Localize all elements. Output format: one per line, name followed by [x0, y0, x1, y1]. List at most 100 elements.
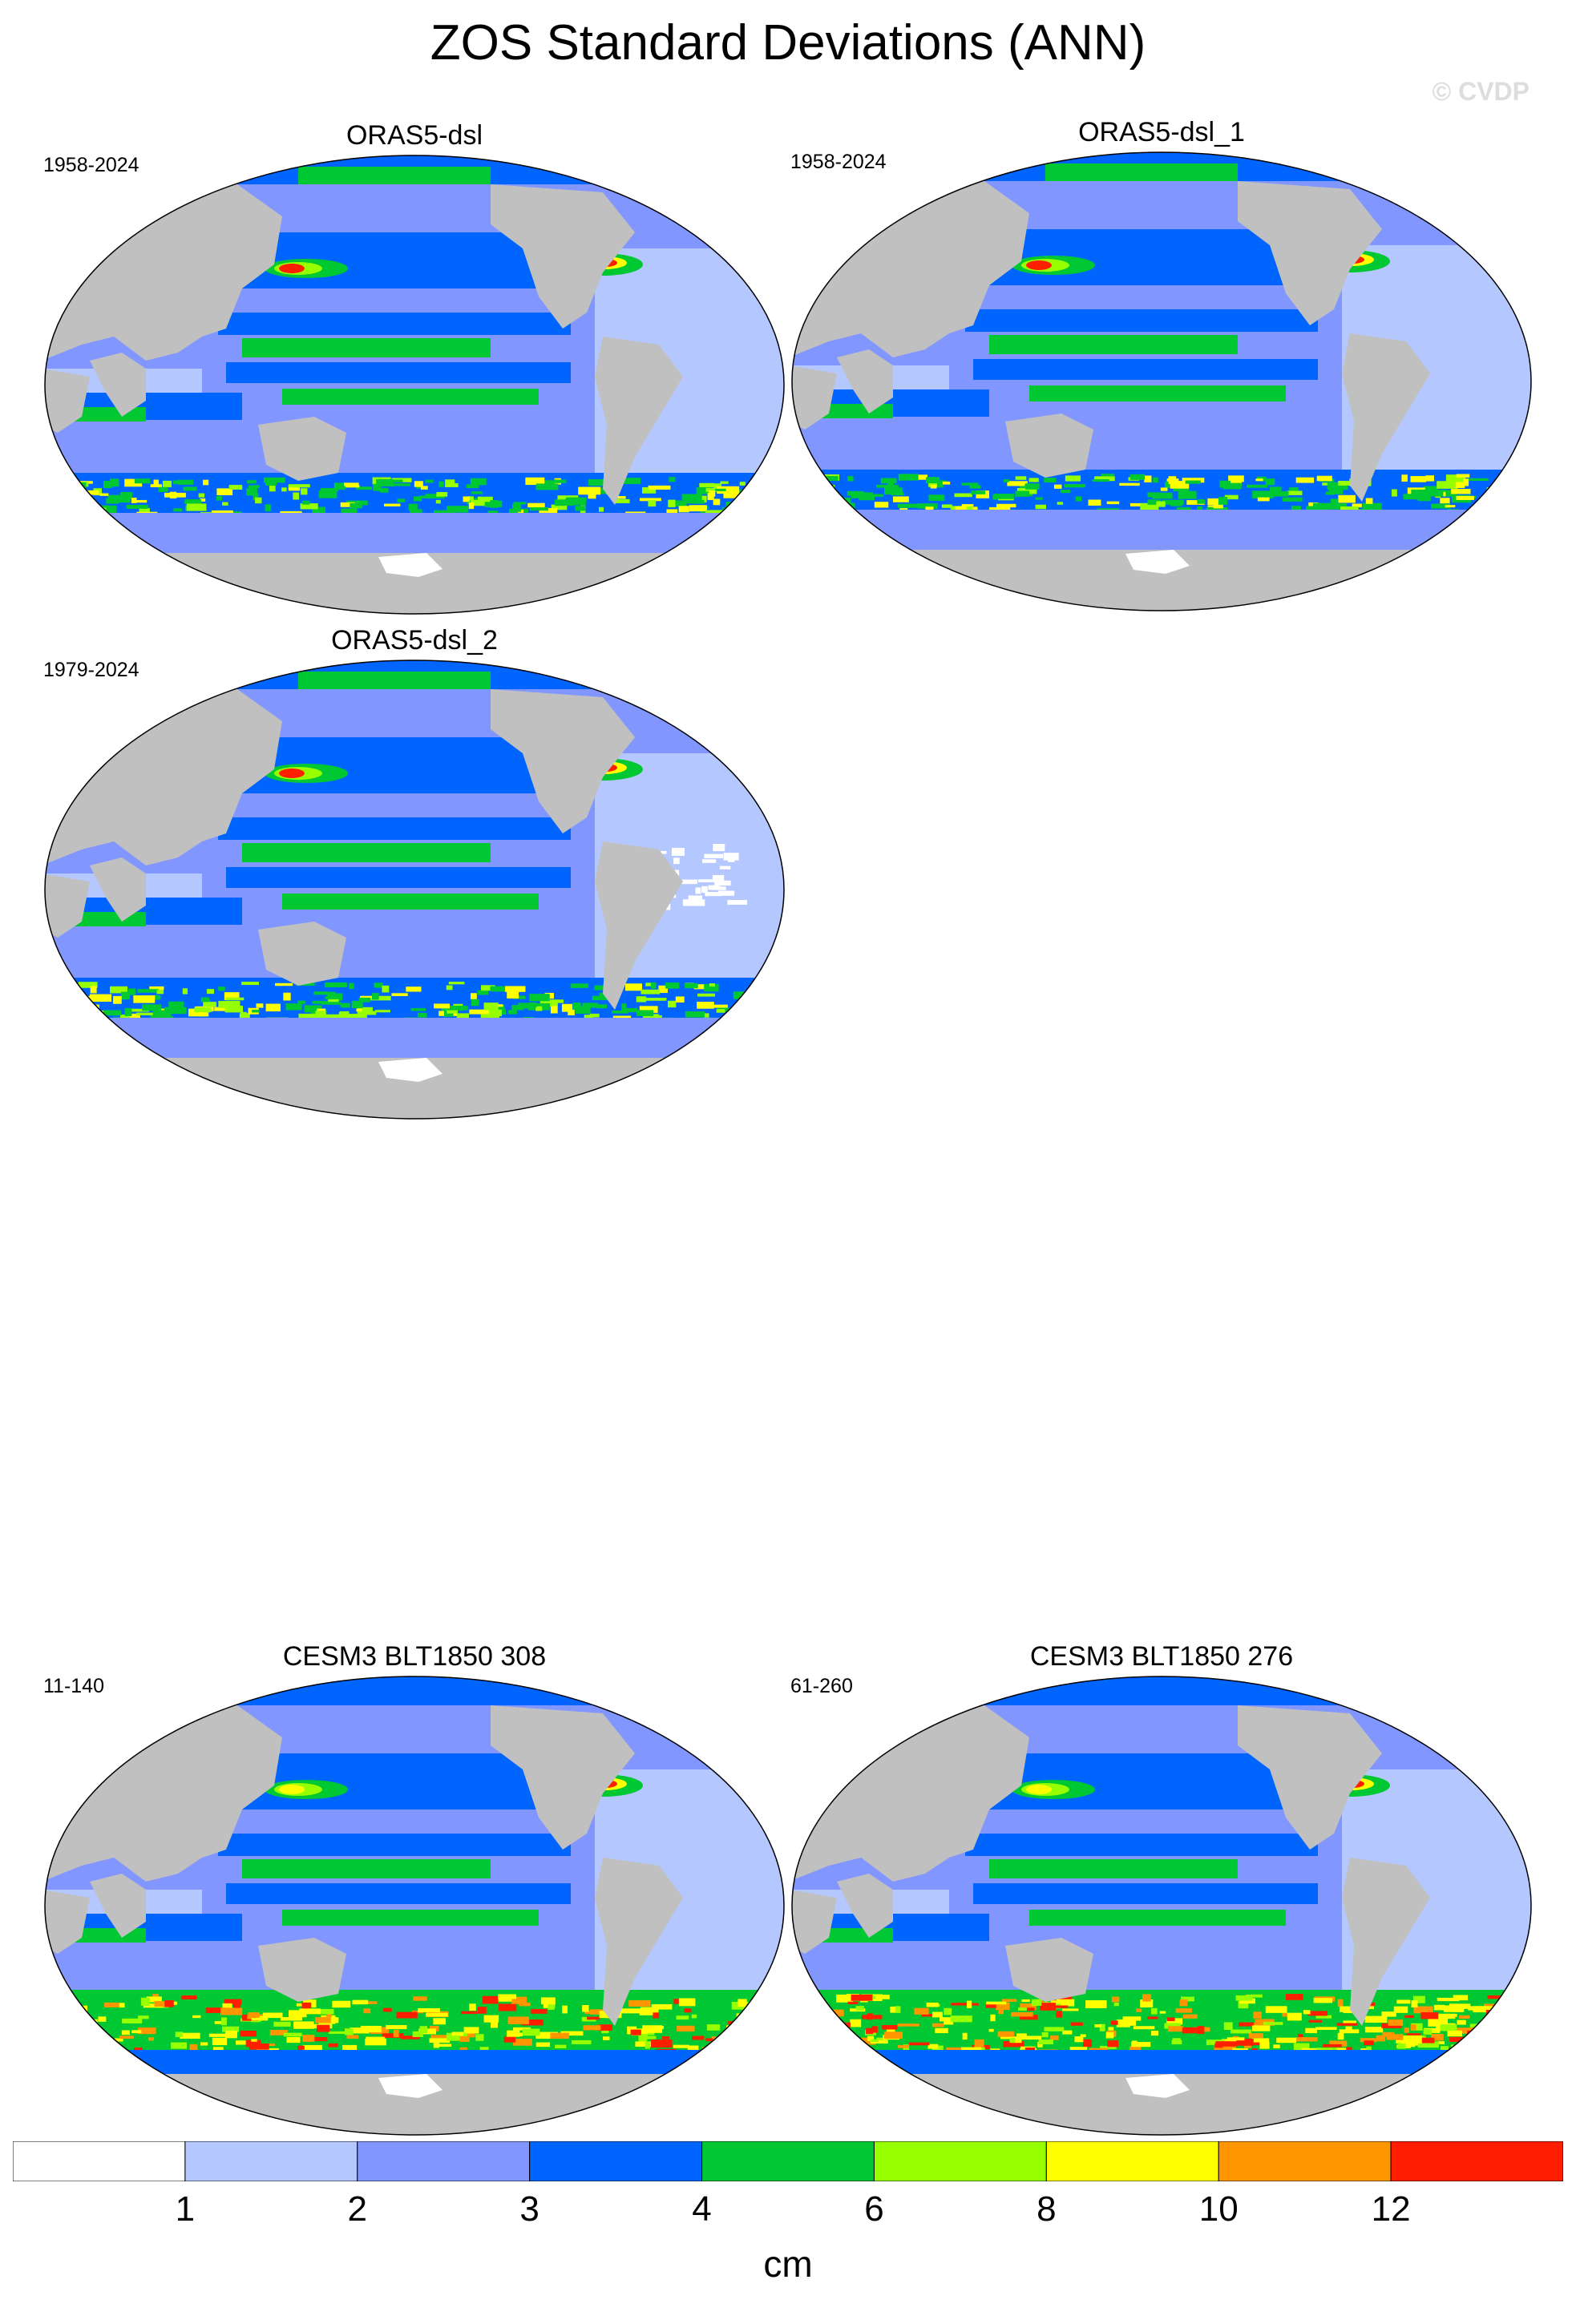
sd-cell — [1110, 2020, 1118, 2025]
map-outline — [44, 155, 785, 615]
sd-cell — [180, 2032, 200, 2039]
africa-land — [45, 874, 90, 938]
sd-cell — [263, 477, 285, 483]
sd-cell — [1431, 503, 1451, 509]
sd-cell — [746, 993, 758, 998]
sd-cell — [650, 2040, 673, 2048]
southern-edge — [45, 1018, 784, 1050]
sd-cell — [414, 481, 423, 487]
sd-cell — [1513, 2016, 1520, 2019]
sd-cell — [168, 1001, 184, 1009]
sd-cell — [62, 1997, 74, 2005]
sd-cell — [1106, 501, 1120, 505]
sd-cell — [386, 2025, 407, 2030]
sd-cell — [645, 2041, 650, 2049]
sd-cell — [1509, 496, 1525, 504]
sd-cell — [587, 2016, 600, 2020]
sd-cell — [805, 2019, 826, 2027]
sd-cell — [1449, 2036, 1466, 2043]
sd-cell — [218, 1001, 240, 1008]
sd-cell — [1519, 504, 1529, 511]
sd-cell — [921, 2013, 933, 2017]
sd-cell — [890, 2006, 899, 2013]
sd-cell — [713, 498, 721, 506]
map-panel-cesm3-blt1850-276: CESM3 BLT1850 276 61-260 — [789, 1641, 1534, 2146]
sd-cell — [721, 2035, 733, 2041]
sd-cell — [45, 480, 59, 485]
sd-cell — [1182, 478, 1205, 483]
equatorial-green — [242, 843, 491, 862]
sd-cell — [826, 507, 841, 516]
sd-cell — [63, 1011, 82, 1019]
sd-cell — [119, 1014, 131, 1019]
sd-cell — [212, 2047, 224, 2051]
sd-cell — [469, 2003, 476, 2011]
sd-cell — [265, 1003, 281, 1012]
sd-cell — [801, 1995, 813, 2000]
sd-cell — [1346, 2047, 1352, 2051]
sd-cell — [224, 2031, 237, 2039]
map-outline — [44, 1676, 785, 2136]
sd-cell — [951, 2003, 974, 2006]
sd-cell — [490, 500, 499, 508]
sd-cell — [1136, 2008, 1142, 2012]
colorbar-tick-label: 1 — [175, 2189, 196, 2229]
sd-cell — [511, 503, 522, 512]
sd-cell — [575, 1006, 591, 1014]
sd-cell — [733, 991, 747, 999]
sd-cell — [1092, 478, 1109, 482]
sd-cell — [715, 488, 726, 491]
sd-cell — [1437, 481, 1458, 489]
sd-cell — [507, 2016, 529, 2024]
sd-cell — [61, 492, 75, 498]
sd-cell — [200, 498, 206, 502]
sd-cell — [49, 1017, 62, 1021]
sd-cell — [146, 1996, 162, 2003]
sd-cell — [1440, 2024, 1457, 2031]
sd-cell — [388, 483, 411, 486]
sd-cell — [1397, 2042, 1406, 2049]
sd-cell — [1456, 482, 1465, 488]
sd-cell — [883, 2031, 903, 2040]
sd-cell — [596, 1004, 607, 1009]
sd-cell — [1525, 474, 1531, 480]
sd-cell — [288, 2010, 307, 2018]
sd-cell — [490, 2022, 499, 2028]
sd-cell — [320, 488, 331, 492]
sd-cell — [592, 487, 614, 493]
sd-cell — [108, 494, 131, 498]
sd-cell — [648, 500, 657, 507]
sd-cell — [222, 2003, 232, 2011]
kuroshio-core — [1026, 260, 1052, 270]
sd-cell — [767, 1997, 774, 2004]
sd-cell — [793, 504, 812, 508]
sd-cell — [1424, 2027, 1441, 2033]
sd-cell — [1265, 478, 1275, 486]
sd-cell — [770, 2015, 779, 2019]
sd-cell — [1101, 474, 1115, 477]
sd-cell — [1094, 2024, 1101, 2027]
sd-cell — [779, 2015, 784, 2019]
south-equatorial-green — [282, 1910, 539, 1926]
sd-cell — [216, 488, 233, 495]
sd-cell — [960, 2047, 982, 2052]
sd-cell — [391, 993, 408, 996]
colorbar-swatch — [873, 2141, 1047, 2181]
south-equatorial-green — [1029, 1910, 1286, 1926]
sd-cell — [1265, 2006, 1287, 2013]
sd-cell — [1492, 2030, 1503, 2038]
sd-cell — [693, 984, 711, 990]
sd-cell — [976, 490, 989, 498]
sd-cell — [750, 2005, 764, 2009]
sd-cell — [1235, 1995, 1253, 2001]
sd-cell — [1364, 2015, 1388, 2023]
sd-cell — [152, 1994, 160, 1998]
sd-cell — [828, 2034, 840, 2038]
colorbar-tick-label: 10 — [1198, 2189, 1239, 2229]
sd-cell — [356, 1008, 362, 1012]
sd-cell — [1487, 1995, 1501, 1999]
sd-cell — [880, 478, 897, 484]
sd-cell — [1083, 2039, 1092, 2048]
sd-cell — [578, 486, 601, 495]
sd-cell — [611, 496, 626, 499]
